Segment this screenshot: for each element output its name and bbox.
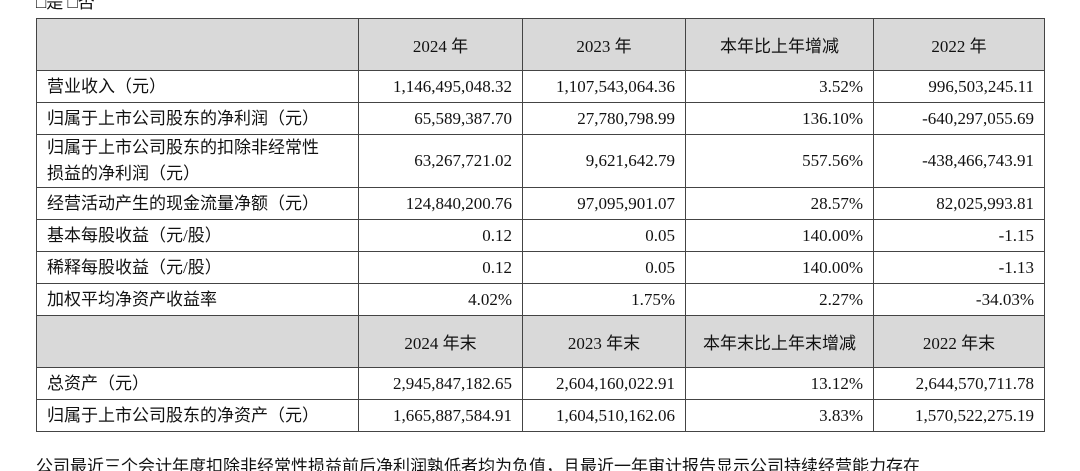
data-row: 加权平均净资产收益率 4.02% 1.75% 2.27% -34.03%: [36, 283, 1045, 316]
cell: 28.57%: [685, 187, 874, 220]
cell: 140.00%: [685, 251, 874, 284]
header-cell: [36, 18, 359, 71]
cell: -438,466,743.91: [873, 134, 1045, 188]
financial-table: 2024 年 2023 年本年比上年增减 2022 年营业收入（元） 1,146,49…: [36, 18, 1045, 432]
cell: 65,589,387.70: [358, 102, 523, 135]
cell: 996,503,245.11: [873, 70, 1045, 103]
data-row: 稀释每股收益（元/股） 0.12 0.05 140.00% -1.13: [36, 251, 1045, 284]
cell: 1,146,495,048.32: [358, 70, 523, 103]
cell: 加权平均净资产收益率: [36, 283, 359, 316]
data-row: 归属于上市公司股东的净利润（元） 65,589,387.70 27,780,798.…: [36, 102, 1045, 135]
cell: -640,297,055.69: [873, 102, 1045, 135]
cell: 1.75%: [522, 283, 686, 316]
cell: 82,025,993.81: [873, 187, 1045, 220]
data-row: 基本每股收益（元/股） 0.12 0.05 140.00% -1.15: [36, 219, 1045, 252]
cell: 136.10%: [685, 102, 874, 135]
data-row: 营业收入（元） 1,146,495,048.32 1,107,543,064.36 3…: [36, 70, 1045, 103]
cell: 0.05: [522, 219, 686, 252]
bottom-text: 公司最近三个会计年度扣除非经常性损益前后净利润孰低者均为负值，且最近一年审计报告…: [36, 457, 920, 471]
cell: 0.05: [522, 251, 686, 284]
data-row: 归属于上市公司股东的净资产（元） 1,665,887,584.91 1,604,51…: [36, 399, 1045, 432]
cell: -1.15: [873, 219, 1045, 252]
header-cell: 2022 年末: [873, 315, 1045, 368]
cell: 1,570,522,275.19: [873, 399, 1045, 432]
row-label: 营业收入（元）: [47, 76, 166, 96]
header-cell: 2023 年: [522, 18, 686, 71]
header-cell: 2024 年: [358, 18, 523, 71]
cell: 3.52%: [685, 70, 874, 103]
header-cell: 2023 年末: [522, 315, 686, 368]
header-cell: 本年末比上年末增减: [685, 315, 874, 368]
header-cell: 2022 年: [873, 18, 1045, 71]
cell: 归属于上市公司股东的扣除非经常性损益的净利润（元）: [36, 134, 359, 188]
cell: 27,780,798.99: [522, 102, 686, 135]
cell: 总资产（元）: [36, 367, 359, 400]
cell: 1,107,543,064.36: [522, 70, 686, 103]
cell: 稀释每股收益（元/股）: [36, 251, 359, 284]
cell: 2,644,570,711.78: [873, 367, 1045, 400]
row-label: 加权平均净资产收益率: [47, 289, 217, 309]
row-label: 归属于上市公司股东的净利润（元）: [47, 108, 319, 128]
cell: 557.56%: [685, 134, 874, 188]
cell: 1,665,887,584.91: [358, 399, 523, 432]
cell: 归属于上市公司股东的净资产（元）: [36, 399, 359, 432]
data-row: 经营活动产生的现金流量净额（元） 124,840,200.76 97,095,901…: [36, 187, 1045, 220]
cell: -1.13: [873, 251, 1045, 284]
header-cell: 2024 年末: [358, 315, 523, 368]
cell: 9,621,642.79: [522, 134, 686, 188]
cell: -34.03%: [873, 283, 1045, 316]
row-label: 总资产（元）: [47, 373, 149, 393]
cell: 基本每股收益（元/股）: [36, 219, 359, 252]
cell: 0.12: [358, 219, 523, 252]
row-label: 稀释每股收益（元/股）: [47, 257, 222, 277]
row-label: 归属于上市公司股东的扣除非经常性损益的净利润（元）: [47, 138, 319, 183]
top-text: □是 □否: [36, 0, 95, 12]
cell: 4.02%: [358, 283, 523, 316]
data-row: 归属于上市公司股东的扣除非经常性损益的净利润（元） 63,267,721.02 9,…: [36, 134, 1045, 188]
cell: 2,945,847,182.65: [358, 367, 523, 400]
row-label: 经营活动产生的现金流量净额（元）: [47, 193, 319, 213]
cell: 140.00%: [685, 219, 874, 252]
row-label: 基本每股收益（元/股）: [47, 225, 222, 245]
cell: 0.12: [358, 251, 523, 284]
header-cell: 本年比上年增减: [685, 18, 874, 71]
data-row: 总资产（元） 2,945,847,182.65 2,604,160,022.91 13…: [36, 367, 1045, 400]
header-row: 2024 年 2023 年本年比上年增减 2022 年: [36, 18, 1045, 71]
row-label: 归属于上市公司股东的净资产（元）: [47, 405, 319, 425]
cell: 归属于上市公司股东的净利润（元）: [36, 102, 359, 135]
cell: 97,095,901.07: [522, 187, 686, 220]
cell: 63,267,721.02: [358, 134, 523, 188]
cell: 124,840,200.76: [358, 187, 523, 220]
cell: 3.83%: [685, 399, 874, 432]
cell: 1,604,510,162.06: [522, 399, 686, 432]
cell: 13.12%: [685, 367, 874, 400]
cell: 2.27%: [685, 283, 874, 316]
header-row: 2024 年末 2023 年末 本年末比上年末增减 2022 年末: [36, 315, 1045, 368]
cell: 2,604,160,022.91: [522, 367, 686, 400]
cell: 营业收入（元）: [36, 70, 359, 103]
cell: 经营活动产生的现金流量净额（元）: [36, 187, 359, 220]
header-cell: [36, 315, 359, 368]
